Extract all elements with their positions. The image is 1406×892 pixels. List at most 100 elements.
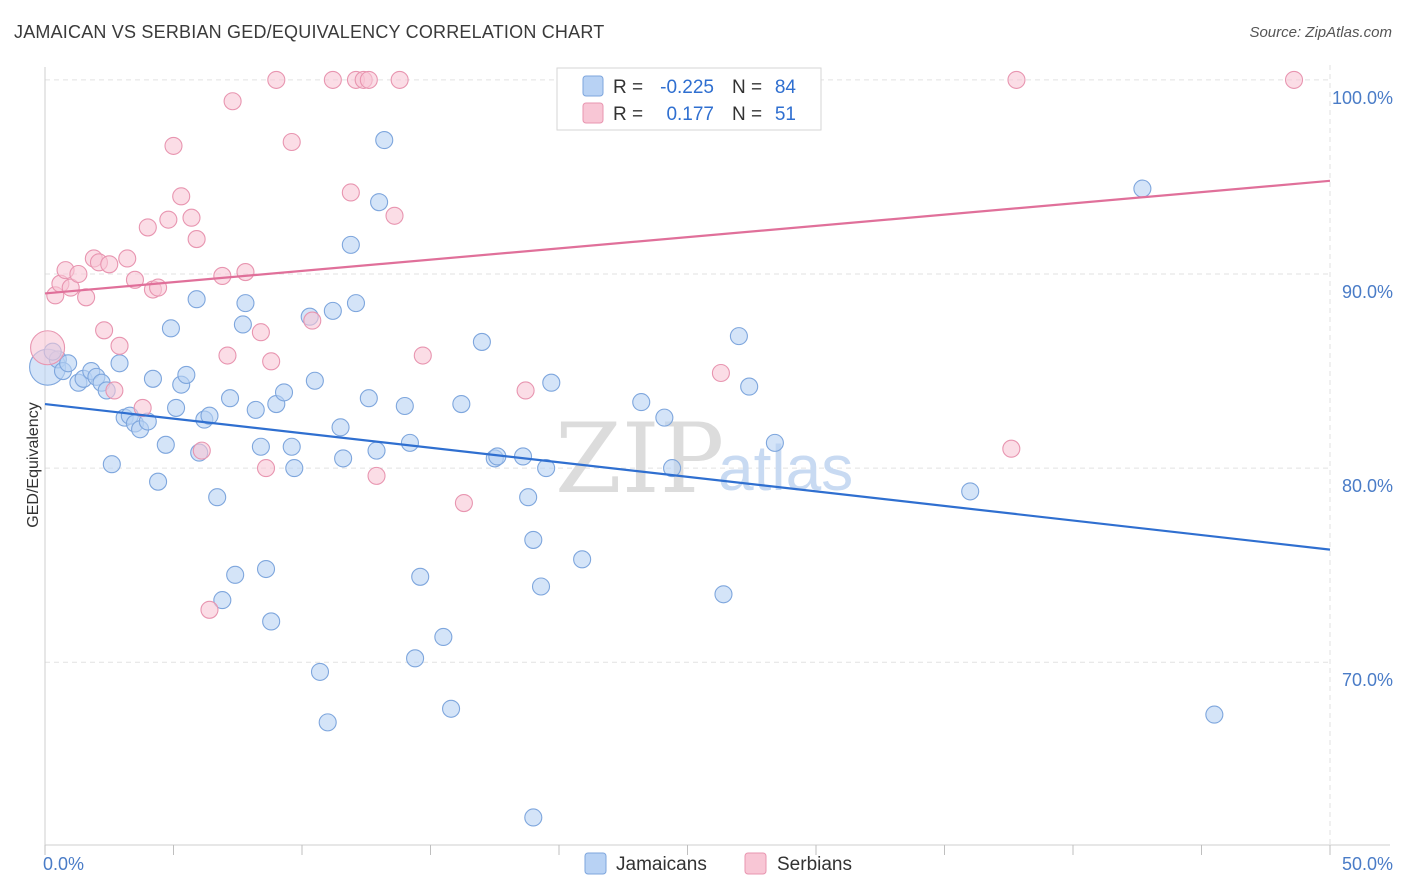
jamaican-point-66 — [519, 488, 538, 507]
jamaican-point-29 — [213, 591, 232, 610]
serbian-point-32 — [262, 352, 281, 371]
bottom-legend-label-serbians: Serbians — [777, 854, 852, 875]
legend-n-value-jamaican: 84 — [775, 77, 797, 98]
x-tick-label-0: 0.0% — [43, 854, 84, 874]
jamaican-point-3 — [59, 354, 78, 373]
jamaican-point-61 — [452, 394, 471, 414]
jamaican-point-30 — [220, 389, 240, 408]
jamaican-point-67 — [524, 530, 543, 549]
jamaican-point-76 — [729, 327, 748, 346]
jamaican-point-57 — [406, 649, 425, 668]
tick-labels: 70.0% 80.0% 90.0% 100.0% 0.0% 50.0% — [43, 88, 1393, 874]
jamaican-point-20 — [161, 319, 180, 338]
jamaican-point-81 — [1205, 705, 1224, 724]
legend-r-label-serbian: R = — [613, 104, 643, 125]
serbian-point-25 — [200, 600, 219, 619]
jamaican-point-41 — [285, 459, 304, 478]
serbian-point-43 — [390, 70, 409, 89]
jamaican-point-80 — [1133, 179, 1152, 198]
jamaican-point-62 — [472, 332, 491, 351]
jamaican-point-73 — [655, 408, 674, 427]
jamaican-point-58 — [411, 567, 430, 586]
serbian-point-23 — [187, 230, 206, 249]
legend-n-label-jamaican: N = — [732, 77, 762, 98]
serbian-point-36 — [323, 70, 342, 89]
y-tick-label-3: 100.0% — [1332, 88, 1393, 108]
serbian-point-31 — [256, 459, 276, 478]
jamaican-points — [29, 131, 1224, 827]
legend-n-label-serbian: N = — [732, 104, 762, 125]
jamaican-point-51 — [359, 389, 378, 408]
jamaican-point-35 — [251, 437, 270, 456]
jamaican-point-46 — [323, 301, 342, 320]
bottom-legend-label-jamaicans: Jamaicans — [616, 854, 707, 875]
jamaican-point-17 — [143, 369, 162, 388]
jamaican-point-37 — [262, 612, 281, 631]
jamaican-point-55 — [395, 396, 414, 416]
jamaican-point-47 — [331, 418, 350, 437]
y-tick-label-0: 70.0% — [1342, 670, 1393, 690]
watermark-zip: ZIP — [555, 403, 724, 515]
jamaican-point-52 — [367, 441, 386, 460]
serbian-point-44 — [413, 346, 432, 365]
legend-r-value-jamaican: -0.225 — [660, 77, 714, 98]
jamaican-point-21 — [167, 398, 186, 417]
serbian-point-29 — [236, 263, 255, 282]
jamaican-point-69 — [537, 459, 556, 478]
serbian-point-27 — [218, 346, 237, 365]
jamaican-point-59 — [434, 627, 453, 647]
serbian-point-41 — [367, 466, 386, 485]
legend-n-value-serbian: 51 — [775, 104, 796, 125]
jamaican-point-71 — [573, 550, 592, 569]
serbian-point-45 — [454, 493, 473, 513]
serbian-point-19 — [159, 210, 178, 229]
serbian-point-33 — [267, 70, 286, 89]
jamaican-point-27 — [200, 406, 219, 425]
legend-r-value-serbian: 0.177 — [666, 104, 714, 125]
axes — [44, 67, 1390, 855]
serbian-point-49 — [1002, 439, 1021, 458]
serbian-point-42 — [385, 206, 404, 225]
serbian-point-46 — [516, 381, 535, 400]
serbian-point-16 — [138, 218, 157, 237]
y-tick-label-1: 80.0% — [1342, 476, 1393, 496]
jamaican-point-70 — [542, 373, 561, 392]
serbian-point-30 — [251, 323, 270, 342]
legend-swatch-serbian — [582, 102, 604, 124]
bottom-legend: Jamaicans Serbians — [584, 852, 852, 875]
stats-legend: R = -0.225 N = 84 R = 0.177 N = 51 — [556, 67, 822, 131]
serbian-point-50 — [1007, 70, 1026, 89]
y-tick-label-2: 90.0% — [1342, 282, 1393, 302]
serbian-point-12 — [110, 336, 129, 355]
serbian-point-28 — [223, 92, 242, 111]
serbian-point-51 — [1284, 70, 1304, 89]
serbian-point-11 — [105, 381, 124, 400]
serbian-point-0 — [30, 330, 66, 366]
y-axis-label: GED/Equivalency — [25, 402, 42, 527]
jamaican-point-49 — [341, 235, 360, 254]
jamaican-trend-line — [44, 402, 1331, 551]
jamaican-point-19 — [156, 435, 175, 454]
jamaican-point-53 — [370, 193, 389, 212]
jamaican-point-45 — [318, 713, 337, 732]
jamaican-point-43 — [305, 371, 324, 390]
jamaican-point-78 — [765, 433, 784, 452]
chart-title: JAMAICAN VS SERBIAN GED/EQUIVALENCY CORR… — [14, 22, 605, 42]
serbian-point-35 — [303, 311, 322, 330]
jamaican-point-54 — [375, 131, 394, 150]
serbian-trend-line — [44, 179, 1331, 295]
bottom-legend-swatch-serbians — [744, 852, 767, 875]
serbian-point-13 — [118, 249, 137, 268]
jamaican-point-68 — [531, 577, 551, 596]
jamaican-point-11 — [110, 354, 129, 373]
jamaican-point-34 — [246, 400, 265, 419]
serbian-point-5 — [69, 264, 88, 284]
jamaican-point-79 — [961, 482, 980, 501]
serbian-point-18 — [149, 278, 168, 297]
jamaican-point-28 — [208, 488, 227, 507]
x-tick-label-1: 50.0% — [1342, 854, 1393, 874]
serbian-point-9 — [95, 321, 114, 340]
serbian-point-22 — [182, 208, 201, 227]
serbian-point-40 — [359, 70, 378, 89]
